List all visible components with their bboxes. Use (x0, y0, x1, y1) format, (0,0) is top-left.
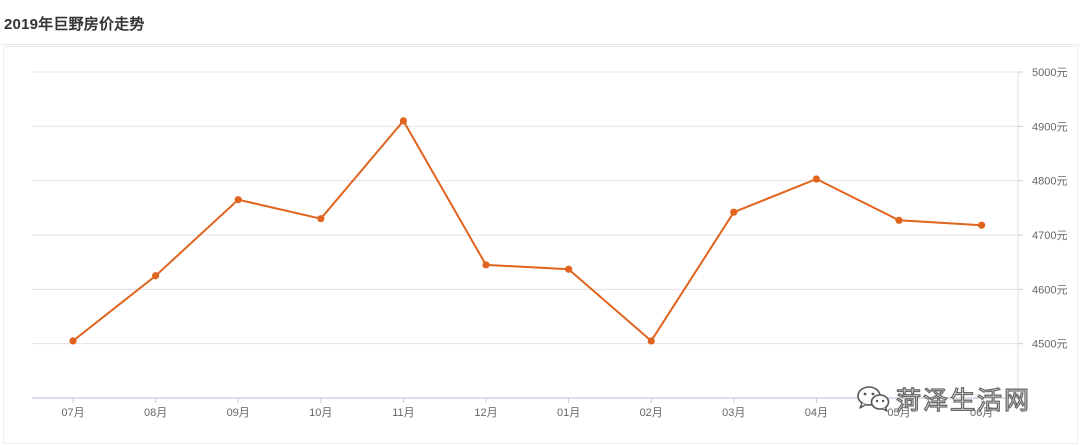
series-line (72, 119, 982, 342)
data-point[interactable] (978, 221, 986, 229)
x-tick-label: 09月 (227, 407, 250, 419)
x-tick-label: 11月 (392, 407, 414, 419)
data-point[interactable] (730, 208, 738, 216)
data-point[interactable] (69, 337, 77, 345)
data-point[interactable] (482, 261, 490, 269)
y-tick-label: 4600元 (1032, 284, 1067, 296)
x-tick-label: 08月 (144, 407, 167, 419)
series-points (69, 117, 986, 345)
x-tick-label: 12月 (474, 407, 497, 419)
data-point[interactable] (647, 337, 655, 345)
x-tick-label: 05月 (887, 407, 910, 419)
data-point[interactable] (317, 215, 325, 223)
data-point[interactable] (234, 196, 242, 204)
y-tick-label: 4900元 (1032, 121, 1067, 133)
x-tick-label: 02月 (640, 407, 663, 419)
y-tick-label: 4700元 (1032, 230, 1067, 242)
y-tick-label: 4800元 (1032, 176, 1067, 188)
data-point[interactable] (565, 265, 573, 273)
title-divider (0, 44, 1080, 45)
x-tick-label: 03月 (722, 407, 745, 419)
wechat-icon (857, 386, 890, 412)
data-point[interactable] (812, 175, 821, 183)
x-tick-label: 07月 (61, 407, 84, 419)
data-point[interactable] (152, 272, 160, 280)
x-tick-label: 10月 (309, 407, 332, 419)
series-line-path (72, 119, 982, 342)
grid-lines (32, 71, 1018, 345)
data-point[interactable] (895, 216, 903, 224)
y-axis-tick-labels: 4500元 4600元 4700元 4800元 4900元 5000元 (1017, 67, 1067, 398)
x-tick-label: 01月 (557, 407, 580, 419)
watermark: 菏泽生活网 (856, 382, 1031, 416)
data-point[interactable] (399, 117, 407, 125)
watermark-text: 菏泽生活网 (895, 385, 1032, 415)
x-axis: 07月 08月 09月 10月 11月 12月 01月 02月 03月 04月 05月 06月 (32, 397, 1018, 419)
y-tick-label: 4500元 (1032, 339, 1067, 351)
page-title: 2019年巨野房价走势 (4, 16, 145, 33)
chart-card (3, 46, 1078, 444)
x-tick-label: 04月 (805, 407, 828, 419)
x-tick-label: 06月 (970, 407, 993, 419)
y-tick-label: 5000元 (1032, 67, 1067, 79)
